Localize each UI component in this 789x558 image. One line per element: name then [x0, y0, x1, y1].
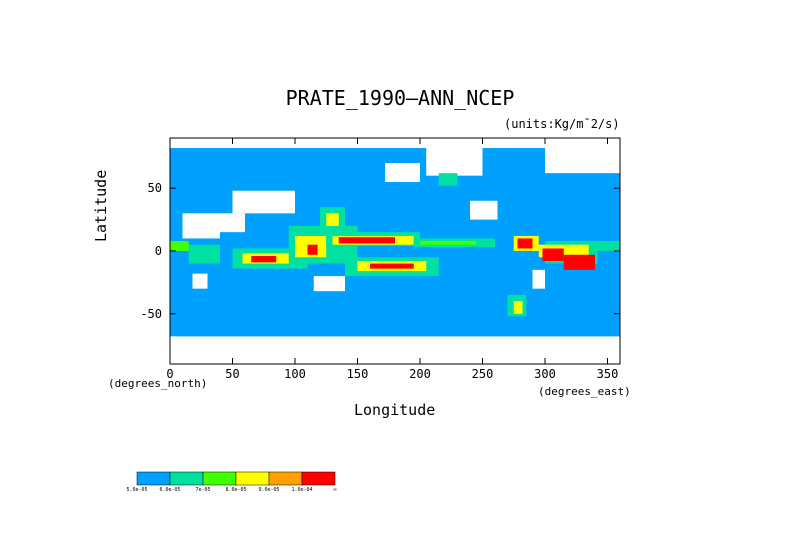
precip-region-5 [220, 213, 245, 233]
precip-region-4 [182, 213, 220, 239]
legend-swatch-5 [301, 471, 336, 486]
precip-region-8 [313, 276, 345, 292]
precip-region-38 [438, 173, 458, 186]
x-tick-label: 350 [596, 367, 619, 381]
y-tick-label: -50 [140, 306, 162, 321]
units-label: (units:Kg/m¯2/s) [504, 117, 620, 131]
precip-region-9 [532, 269, 545, 289]
precip-region-6 [232, 190, 295, 214]
precip-region-10 [192, 273, 208, 289]
legend-swatch-1 [169, 471, 204, 486]
legend-label: 5.0e-05 [126, 487, 148, 493]
precip-region-14 [542, 248, 564, 262]
precip-region-19 [513, 301, 523, 314]
legend-label: 6.0e-05 [159, 487, 181, 493]
x-units-label: (degrees_east) [538, 385, 631, 398]
precip-region-3 [170, 336, 620, 364]
legend-label: 8.0e-05 [225, 487, 247, 493]
x-tick-label: 200 [409, 367, 431, 381]
x-tick-label: 300 [534, 367, 556, 381]
y-tick-label: 0 [154, 244, 162, 258]
precip-region-27 [326, 213, 339, 226]
legend-label: 9.0e-05 [258, 487, 280, 493]
legend-end-label: ∞ [333, 487, 337, 493]
legend-label: 1.0e-04 [291, 487, 313, 493]
x-tick-label: 250 [471, 367, 494, 381]
legend-swatch-4 [268, 471, 303, 486]
precip-region-36 [188, 244, 220, 264]
x-tick-label: 50 [225, 367, 240, 381]
precip-region-16 [517, 238, 533, 249]
y-units-label: (degrees_north) [108, 377, 208, 390]
y-tick-label: 50 [147, 181, 162, 196]
x-tick-label: 100 [284, 367, 306, 381]
precip-region-2 [545, 144, 620, 174]
precip-region-22 [251, 256, 277, 263]
precip-region-7 [470, 200, 498, 220]
x-tick-label: 150 [346, 367, 369, 381]
legend-swatch-2 [202, 471, 237, 486]
legend-label: 7e-05 [195, 487, 211, 493]
precip-region-11 [385, 163, 420, 182]
precip-region-35 [370, 263, 414, 269]
x-tick-label: 0 [166, 367, 174, 381]
precip-region-25 [307, 244, 318, 255]
legend-swatch-0 [136, 471, 171, 486]
precip-region-32 [420, 240, 477, 245]
legend-swatch-3 [235, 471, 270, 486]
precip-region-37 [170, 240, 189, 251]
y-axis-label: Latitude [92, 169, 110, 242]
precip-region-30 [338, 237, 395, 244]
precip-region-17 [563, 254, 595, 270]
precip-region-39 [595, 240, 620, 251]
precip-region-1 [426, 140, 483, 176]
x-axis-label: Longitude [354, 401, 436, 419]
chart-title: PRATE_1990—ANN_NCEP [285, 86, 515, 110]
